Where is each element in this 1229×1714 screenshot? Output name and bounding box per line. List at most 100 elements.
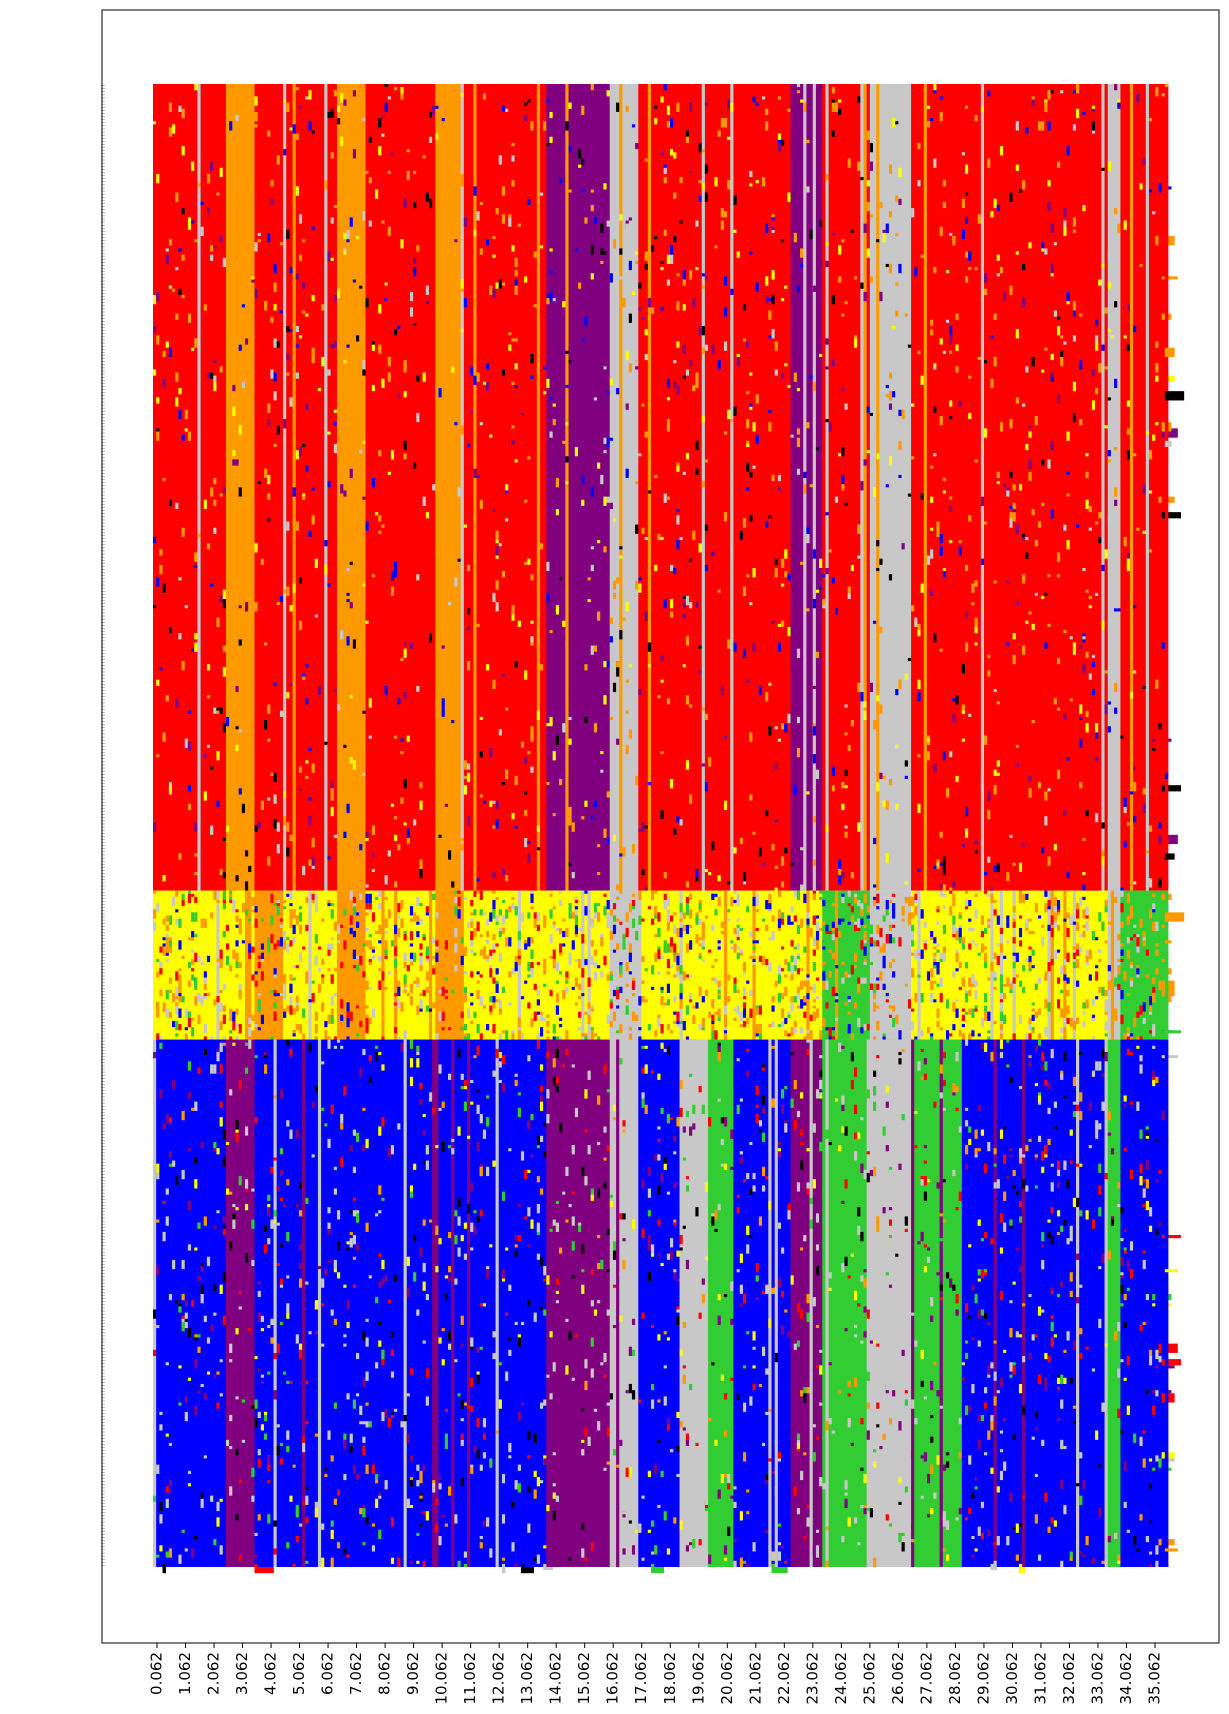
heatmap-cell: [432, 968, 436, 975]
heatmap-column: [631, 890, 636, 1040]
heatmap-column: [873, 84, 877, 891]
heatmap-column: [647, 84, 652, 891]
heatmap-cell: [260, 1424, 265, 1431]
heatmap-cell: [800, 751, 804, 761]
heatmap-cell: [317, 388, 322, 392]
heatmap-cell: [1164, 391, 1185, 401]
heatmap-cell: [850, 890, 855, 897]
heatmap-column: [533, 890, 538, 1040]
heatmap-cell: [961, 1033, 966, 1037]
heatmap-column: [619, 84, 623, 891]
heatmap-cell: [879, 704, 883, 714]
heatmap-cell: [1053, 698, 1058, 705]
heatmap-column: [200, 890, 205, 1040]
heatmap-cell: [159, 1501, 163, 1512]
heatmap-cell: [625, 1005, 630, 1015]
heatmap-cell: [1022, 965, 1026, 972]
heatmap-column: [216, 1039, 221, 1567]
heatmap-cell: [736, 353, 741, 358]
heatmap-column: [311, 890, 316, 1040]
heatmap-cell: [378, 118, 382, 128]
heatmap-cell: [162, 943, 166, 947]
heatmap-column: [774, 890, 779, 1040]
heatmap-cell: [482, 912, 487, 916]
heatmap-column: [1022, 84, 1026, 891]
heatmap-cell: [638, 453, 642, 457]
heatmap-cell: [1022, 180, 1026, 190]
heatmap-cell: [559, 177, 563, 184]
heatmap-column: [1025, 84, 1029, 891]
heatmap-column: [708, 84, 712, 891]
heatmap-cell: [907, 657, 912, 662]
heatmap-column: [511, 84, 515, 891]
heatmap-cell: [559, 971, 563, 975]
heatmap-cell: [647, 642, 652, 652]
heatmap-column: [381, 84, 385, 891]
heatmap-cell: [514, 279, 519, 286]
heatmap-cell: [365, 1024, 369, 1034]
heatmap-column: [781, 84, 785, 891]
heatmap-cell: [191, 220, 195, 224]
heatmap-cell: [1037, 977, 1042, 984]
heatmap-cell: [698, 918, 703, 925]
heatmap-cell: [1056, 949, 1061, 953]
heatmap-column: [343, 84, 347, 891]
heatmap-column: [901, 890, 906, 1040]
heatmap-cell: [244, 1405, 249, 1415]
heatmap-column: [181, 890, 186, 1040]
heatmap-cell: [1056, 924, 1061, 931]
heatmap-cell: [907, 912, 912, 922]
heatmap-cell: [232, 1042, 236, 1046]
heatmap-column: [203, 1039, 208, 1567]
heatmap-cell: [1047, 962, 1051, 972]
heatmap-column: [1098, 890, 1102, 1040]
heatmap-column: [685, 84, 690, 891]
heatmap-cell: [264, 1225, 268, 1232]
heatmap-column: [876, 84, 880, 891]
heatmap-cell: [882, 983, 886, 990]
heatmap-column: [625, 84, 630, 891]
heatmap-cell: [644, 158, 649, 162]
heatmap-column: [260, 1039, 265, 1567]
heatmap-cell: [885, 974, 890, 984]
heatmap-column: [692, 84, 696, 891]
heatmap-cell: [800, 884, 804, 894]
heatmap-cell: [1142, 1017, 1147, 1025]
heatmap-cell: [1022, 263, 1026, 271]
heatmap-cell: [739, 837, 744, 845]
heatmap-cell: [419, 1008, 423, 1012]
heatmap-cell: [302, 493, 306, 497]
heatmap-cell: [390, 940, 395, 947]
heatmap-column: [987, 890, 991, 1040]
heatmap-column: [635, 890, 639, 1040]
heatmap-cell: [612, 915, 617, 922]
heatmap-cell: [257, 955, 262, 959]
heatmap-cell: [987, 1011, 991, 1021]
heatmap-column: [825, 84, 830, 891]
heatmap-column: [1091, 890, 1096, 1040]
heatmap-cell: [216, 192, 220, 196]
heatmap-column: [793, 84, 798, 891]
heatmap-cell: [543, 1017, 547, 1021]
heatmap-cell: [286, 326, 290, 333]
heatmap-column: [660, 84, 665, 891]
heatmap-column: [508, 890, 512, 1040]
heatmap-cell: [1095, 937, 1099, 941]
heatmap-column: [968, 84, 972, 891]
heatmap-cell: [194, 996, 198, 1006]
heatmap-cell: [736, 946, 741, 950]
heatmap-column: [254, 84, 259, 891]
heatmap-column: [559, 84, 563, 891]
heatmap-cell: [1022, 844, 1026, 848]
heatmap-cell: [597, 965, 601, 969]
heatmap-cell: [663, 1002, 668, 1006]
heatmap-cell: [482, 800, 487, 804]
heatmap-cell: [254, 1554, 258, 1558]
heatmap-column: [413, 84, 417, 891]
heatmap-column: [473, 890, 477, 1040]
heatmap-column: [267, 84, 271, 891]
heatmap-column: [841, 890, 845, 1040]
heatmap-cell: [746, 679, 750, 683]
heatmap-cell: [546, 378, 550, 389]
heatmap-column: [210, 890, 214, 1040]
